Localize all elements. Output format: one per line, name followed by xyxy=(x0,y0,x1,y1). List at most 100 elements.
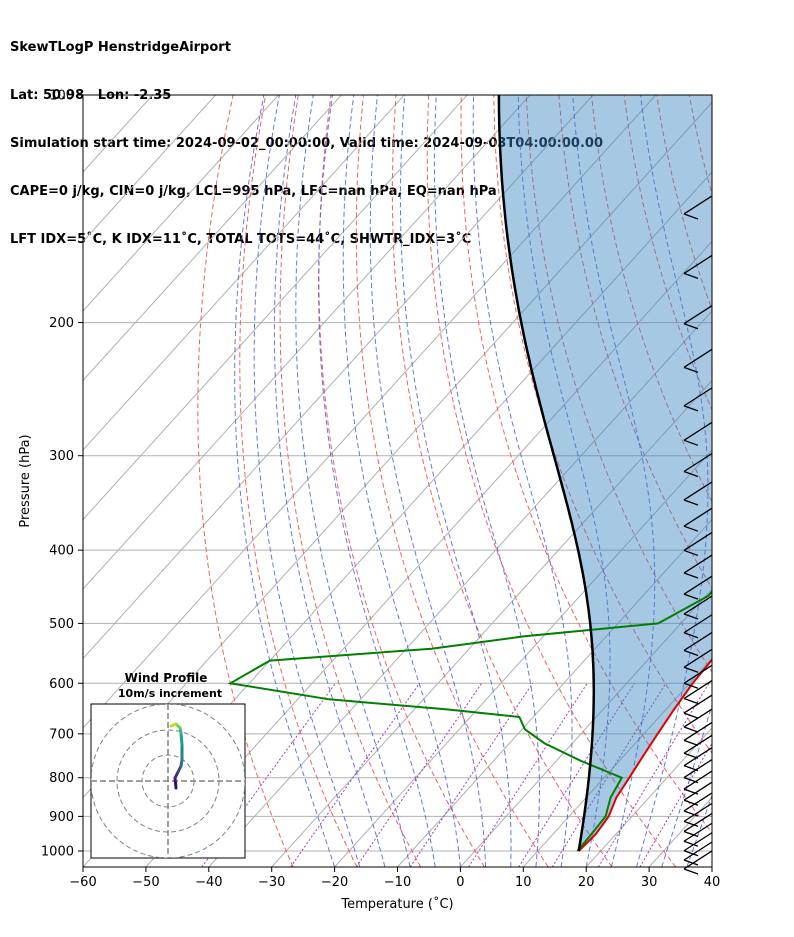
wind-barb-flag xyxy=(683,613,699,620)
dry-adiabat xyxy=(787,95,794,867)
title-line-5: LFT IDX=5˚C, K IDX=11˚C, TOTAL TOTS=44˚C… xyxy=(10,232,472,247)
wind-barb-flag xyxy=(683,666,699,673)
isotherm-gridline xyxy=(208,310,712,867)
wind-barb xyxy=(683,802,713,827)
moist-adiabat xyxy=(253,95,361,867)
dry-adiabat xyxy=(754,95,794,867)
hodograph-trace xyxy=(169,722,178,728)
wind-barb-flag xyxy=(683,868,699,875)
title-line-3: Simulation start time: 2024-09-02_00:00:… xyxy=(10,136,603,151)
dry-adiabat xyxy=(239,95,358,867)
wind-barb-flag xyxy=(683,572,699,579)
mixing-ratio-line xyxy=(409,683,534,867)
moist-adiabat xyxy=(234,95,336,867)
moist-adiabat xyxy=(472,95,573,867)
y-tick-label: 500 xyxy=(49,617,74,632)
mixing-ratio-line xyxy=(639,742,712,867)
y-tick-label: 800 xyxy=(49,771,74,786)
y-tick-label: 200 xyxy=(49,316,74,331)
isotherm-gridline xyxy=(83,95,468,521)
dry-adiabat xyxy=(722,95,794,867)
wind-barb xyxy=(683,822,713,847)
wind-barb xyxy=(683,305,713,330)
wind-barb-staff xyxy=(683,614,713,634)
wind-barb-staff xyxy=(683,554,713,574)
wind-barb-staff xyxy=(683,305,713,325)
moist-adiabat xyxy=(369,95,487,867)
wind-barb-staff xyxy=(683,348,713,368)
y-tick-label: 900 xyxy=(49,810,74,825)
isotherm-gridline xyxy=(585,727,712,867)
wind-barb-staff xyxy=(683,421,713,441)
wind-barb xyxy=(683,734,713,759)
wind-barb-staff xyxy=(683,792,713,812)
moist-adiabat xyxy=(572,95,656,867)
wind-barb xyxy=(683,575,713,600)
moist-adiabat xyxy=(636,95,709,867)
wind-barb-staff xyxy=(683,747,713,767)
wind-barb xyxy=(683,631,713,657)
y-tick-label: 700 xyxy=(49,727,74,742)
y-tick-label: 600 xyxy=(49,677,74,692)
wind-barb-flag xyxy=(683,776,699,784)
isotherm-gridline xyxy=(83,95,279,312)
wind-barb-staff xyxy=(683,802,713,822)
isotherm-gridline xyxy=(145,240,712,867)
wind-barb-staff xyxy=(683,664,713,684)
wind-barb-staff xyxy=(683,507,713,527)
y-axis-label: Pressure (hPa) xyxy=(18,434,33,527)
wind-barb-staff xyxy=(683,575,713,595)
wind-barb xyxy=(683,481,713,506)
mixing-ratio-line xyxy=(551,683,667,867)
chart-title-block: SkewTLogP HenstridgeAirport Lat: 50.98 L… xyxy=(10,8,603,264)
wind-barb-staff xyxy=(683,759,713,779)
mixing-ratio-line xyxy=(518,683,635,867)
isotherm-gridline xyxy=(271,379,712,867)
dry-adiabat xyxy=(525,95,712,673)
isotherm-gridline xyxy=(397,518,712,867)
isotherm-gridline xyxy=(522,657,712,867)
x-tick-label: 10 xyxy=(515,875,532,890)
wind-barb xyxy=(683,507,713,532)
wind-barb xyxy=(683,694,713,719)
mixing-ratio-line xyxy=(355,683,483,867)
moist-adiabat xyxy=(517,95,611,867)
y-tick-label: 400 xyxy=(49,544,74,559)
wind-barb xyxy=(683,554,713,579)
wind-barb-flag xyxy=(683,799,699,806)
hodograph-subtitle: 10m/s increment xyxy=(118,687,222,700)
wind-barb xyxy=(683,348,713,373)
wind-barb-staff xyxy=(683,832,713,852)
wind-barb xyxy=(683,614,713,639)
wind-barb-flag xyxy=(683,830,699,838)
wind-barb-staff xyxy=(683,387,713,407)
x-tick-label: −20 xyxy=(321,875,348,890)
wind-barb-flag xyxy=(683,752,699,759)
dry-adiabat xyxy=(591,95,712,503)
wind-barb-flag xyxy=(683,499,699,506)
wind-barb-flag xyxy=(683,525,699,532)
dry-adiabat xyxy=(426,95,677,867)
wind-barb-staff xyxy=(683,812,713,833)
wind-barb-staff xyxy=(683,770,713,790)
x-tick-label: −10 xyxy=(384,875,411,890)
wind-barb xyxy=(683,770,713,795)
parcel-profile-line xyxy=(497,95,596,852)
isotherm-gridline xyxy=(83,95,216,243)
wind-barb-flag xyxy=(683,726,699,733)
mixing-ratio-line xyxy=(201,683,336,867)
wind-barb xyxy=(683,452,713,478)
wind-barb-flag xyxy=(683,859,699,866)
moist-adiabat xyxy=(399,95,512,867)
title-line-4: CAPE=0 j/kg, CIN=0 j/kg, LCL=995 hPa, LF… xyxy=(10,184,497,199)
wind-barb xyxy=(683,832,713,857)
mixing-ratio-line xyxy=(468,683,588,867)
moist-adiabat xyxy=(318,95,436,867)
isotherm-gridline xyxy=(460,588,712,867)
isotherm-gridline xyxy=(334,449,712,867)
wind-barb-flag xyxy=(683,213,699,220)
wind-barb xyxy=(683,812,713,838)
wind-barb xyxy=(683,595,713,620)
moist-adiabat xyxy=(342,95,461,867)
